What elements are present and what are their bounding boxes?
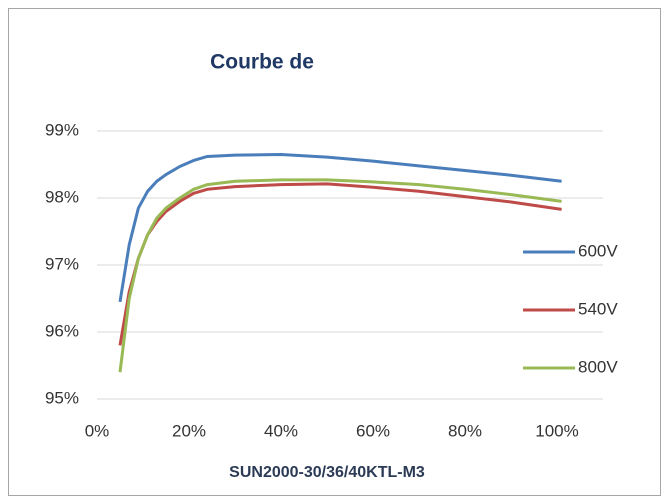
- legend-label: 600V: [578, 241, 618, 260]
- legend-label: 540V: [578, 299, 618, 318]
- x-tick-label: 60%: [356, 421, 390, 440]
- y-tick-label: 98%: [45, 187, 79, 206]
- y-tick-label: 99%: [45, 120, 79, 139]
- y-tick-label: 96%: [45, 321, 79, 340]
- x-tick-label: 80%: [448, 421, 482, 440]
- x-tick-label: 20%: [172, 421, 206, 440]
- y-tick-label: 97%: [45, 254, 79, 273]
- x-tick-label: 40%: [264, 421, 298, 440]
- x-tick-label: 100%: [535, 421, 578, 440]
- chart-title: Courbe de: [210, 51, 314, 74]
- series-line: [118, 178, 562, 373]
- legend-label: 800V: [578, 357, 618, 376]
- series-line: [118, 152, 562, 303]
- x-tick-label: 0%: [85, 421, 110, 440]
- y-tick-label: 95%: [45, 388, 79, 407]
- x-axis-label: SUN2000-30/36/40KTL-M3: [229, 464, 425, 481]
